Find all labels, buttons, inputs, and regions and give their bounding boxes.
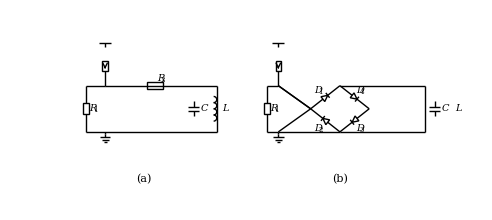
- Text: D: D: [356, 124, 364, 133]
- Text: R: R: [270, 104, 277, 113]
- Bar: [276, 61, 281, 72]
- Text: 1: 1: [318, 88, 323, 96]
- Text: R: R: [156, 74, 164, 83]
- Text: C: C: [442, 104, 449, 113]
- Text: D: D: [314, 86, 322, 95]
- Text: 1: 1: [274, 106, 278, 114]
- Text: R: R: [89, 104, 96, 113]
- Text: 2: 2: [160, 76, 165, 84]
- Bar: [102, 61, 108, 72]
- Text: 4: 4: [360, 88, 365, 96]
- Bar: [264, 103, 270, 114]
- Bar: [148, 82, 163, 89]
- Text: C: C: [201, 104, 208, 113]
- Text: 1: 1: [93, 106, 97, 114]
- Text: (b): (b): [332, 174, 348, 184]
- Text: D: D: [314, 124, 322, 133]
- Bar: [83, 103, 89, 114]
- Text: 2: 2: [318, 126, 323, 134]
- Text: 3: 3: [360, 126, 364, 134]
- Text: D: D: [356, 86, 364, 95]
- Text: L: L: [455, 104, 461, 113]
- Text: (a): (a): [136, 174, 151, 184]
- Text: L: L: [222, 104, 229, 113]
